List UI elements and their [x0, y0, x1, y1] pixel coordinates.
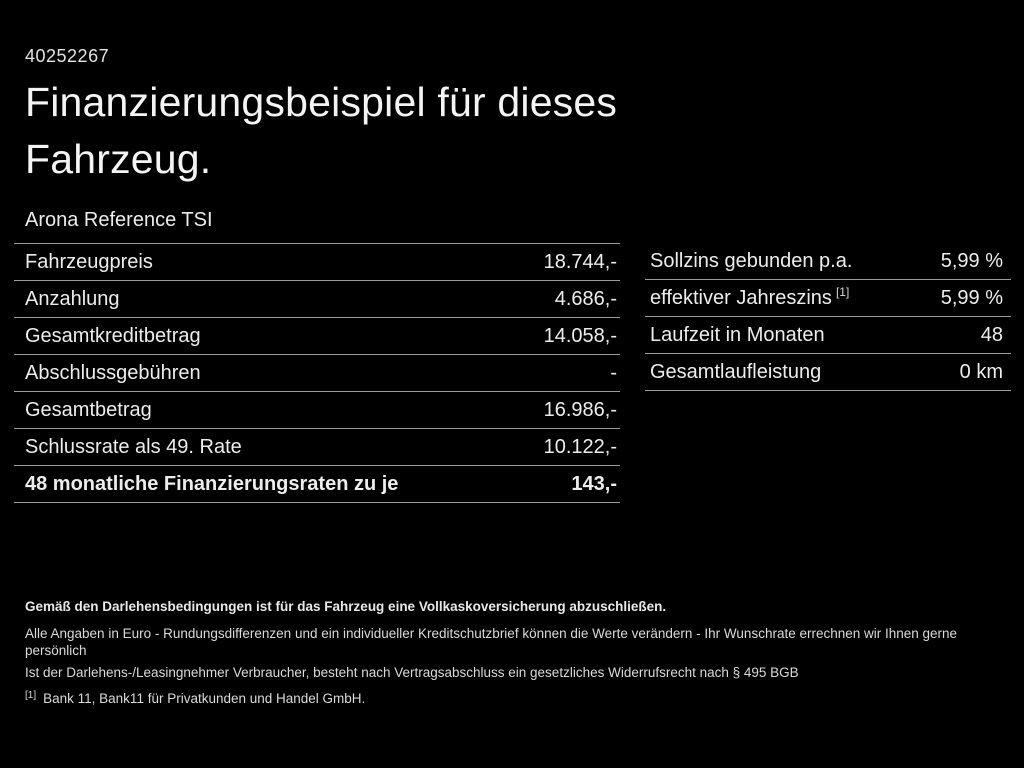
row-value: 48 [980, 323, 1003, 346]
row-label-text: effektiver Jahreszins [650, 286, 832, 309]
table-row-gesamtlaufleistung: Gesamtlaufleistung 0 km [645, 354, 1011, 391]
row-label: Abschlussgebühren [25, 361, 201, 384]
insurance-requirement-note: Gemäß den Darlehensbedingungen ist für d… [25, 599, 667, 614]
bank-reference-note: [1] Bank 11, Bank11 für Privatkunden und … [25, 690, 1010, 707]
footnote-marker: [1] [25, 689, 37, 701]
table-row-schlussrate: Schlussrate als 49. Rate 10.122,- [14, 429, 620, 466]
table-row-gesamtkreditbetrag: Gesamtkreditbetrag 14.058,- [14, 318, 620, 355]
table-row-monatsrate: 48 monatliche Finanzierungsraten zu je 1… [14, 466, 620, 503]
row-label: 48 monatliche Finanzierungsraten zu je [25, 472, 399, 495]
disclaimer-widerrufsrecht-note: Ist der Darlehens-/Leasingnehmer Verbrau… [25, 665, 799, 680]
financing-table-left: Fahrzeugpreis 18.744,- Anzahlung 4.686,-… [14, 243, 620, 503]
row-value: 10.122,- [543, 435, 617, 458]
row-label: effektiver Jahreszins [1] [650, 284, 850, 310]
row-value: 5,99 % [940, 249, 1003, 272]
row-value: 143,- [571, 472, 617, 495]
row-label: Gesamtkreditbetrag [25, 324, 201, 347]
page-title-line-2: Fahrzeug. [25, 136, 212, 182]
footnote-marker: [1] [835, 284, 850, 299]
row-label: Anzahlung [25, 287, 120, 310]
footnotes-section: Gemäß den Darlehensbedingungen ist für d… [25, 598, 1010, 707]
row-value: 18.744,- [543, 250, 617, 273]
table-row-fahrzeugpreis: Fahrzeugpreis 18.744,- [14, 244, 620, 281]
table-row-gesamtbetrag: Gesamtbetrag 16.986,- [14, 392, 620, 429]
table-row-laufzeit: Laufzeit in Monaten 48 [645, 317, 1011, 354]
table-row-abschlussgebuehren: Abschlussgebühren - [14, 355, 620, 392]
row-label: Laufzeit in Monaten [650, 323, 825, 346]
vehicle-model-name: Arona Reference TSI [25, 209, 213, 231]
disclaimer-euro-note: Alle Angaben in Euro - Rundungsdifferenz… [25, 626, 958, 658]
row-value: 14.058,- [543, 324, 617, 347]
row-value: 5,99 % [940, 286, 1003, 309]
listing-id: 40252267 [25, 46, 110, 66]
table-row-effektiver-jahreszins: effektiver Jahreszins [1] 5,99 % [645, 280, 1011, 317]
row-value: 0 km [959, 360, 1003, 383]
table-row-anzahlung: Anzahlung 4.686,- [14, 281, 620, 318]
row-label: Gesamtbetrag [25, 398, 152, 421]
row-label: Schlussrate als 49. Rate [25, 435, 242, 458]
financing-table-right: Sollzins gebunden p.a. 5,99 % effektiver… [645, 243, 1011, 391]
row-label: Sollzins gebunden p.a. [650, 249, 853, 272]
row-value: - [610, 361, 617, 384]
bank-reference-text: Bank 11, Bank11 für Privatkunden und Han… [43, 691, 366, 706]
table-row-sollzins: Sollzins gebunden p.a. 5,99 % [645, 243, 1011, 280]
page-title: Finanzierungsbeispiel für dieses Fahrzeu… [25, 74, 617, 188]
row-value: 16.986,- [543, 398, 617, 421]
page-title-line-1: Finanzierungsbeispiel für dieses [25, 79, 618, 125]
row-value: 4.686,- [554, 287, 617, 310]
row-label: Fahrzeugpreis [25, 250, 153, 273]
row-label: Gesamtlaufleistung [650, 360, 822, 383]
